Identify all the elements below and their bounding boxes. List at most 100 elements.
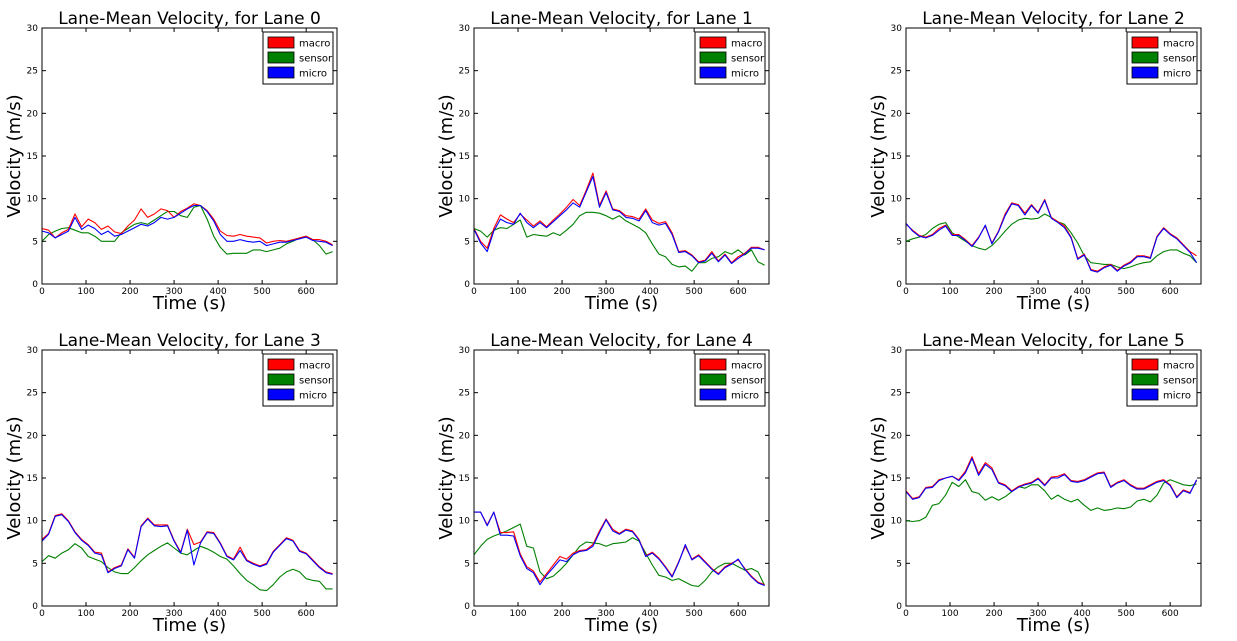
y-tick-label: 25 (27, 389, 38, 399)
x-tick-label: 100 (509, 287, 526, 297)
legend-swatch-sensor (1131, 373, 1159, 386)
x-tick-label: 500 (686, 287, 703, 297)
x-tick-label: 100 (509, 609, 526, 619)
legend-swatch-macro (699, 36, 727, 49)
y-axis-label: Velocity (m/s) (4, 416, 25, 539)
plot-frame (905, 27, 1202, 285)
legend-swatch-sensor (699, 373, 727, 386)
legend-swatch-micro (699, 66, 727, 79)
plot-frame (473, 27, 770, 285)
legend-swatch-sensor (267, 373, 295, 386)
x-axis-label: Time (s) (584, 293, 658, 314)
legend-swatch-micro (699, 388, 727, 401)
y-tick-label: 30 (459, 346, 471, 356)
x-tick-label: 400 (210, 609, 227, 619)
y-axis-label: Velocity (m/s) (436, 94, 457, 217)
y-tick-label: 15 (27, 474, 38, 484)
x-tick-label: 300 (1029, 609, 1046, 619)
x-tick-label: 400 (642, 609, 659, 619)
x-tick-label: 400 (1074, 287, 1091, 297)
y-tick-label: 5 (464, 237, 470, 247)
x-tick-label: 300 (1029, 287, 1046, 297)
x-tick-label: 300 (165, 287, 182, 297)
subplot-1: Lane-Mean Velocity, for Lane 1 Velocity (… (436, 9, 770, 314)
x-tick-label: 600 (1162, 287, 1179, 297)
x-tick-label: 600 (298, 287, 315, 297)
x-tick-label: 500 (1118, 287, 1135, 297)
x-tick-label: 100 (77, 287, 94, 297)
legend-label-micro: micro (1163, 391, 1191, 402)
series-line-micro (474, 511, 765, 587)
series-line-sensor (474, 211, 765, 272)
y-tick-label: 30 (891, 24, 903, 34)
legend-swatch-sensor (267, 51, 295, 64)
x-tick-label: 600 (298, 609, 315, 619)
subplot-4: Lane-Mean Velocity, for Lane 4 Velocity (… (436, 331, 770, 636)
subplot-5: Lane-Mean Velocity, for Lane 5 Velocity (… (868, 331, 1202, 636)
x-tick-label: 0 (903, 609, 909, 619)
y-tick-label: 25 (459, 67, 470, 77)
x-tick-label: 600 (730, 287, 747, 297)
y-tick-label: 10 (27, 517, 39, 527)
y-tick-label: 15 (459, 474, 470, 484)
y-tick-label: 20 (891, 109, 903, 119)
x-axis-label: Time (s) (1016, 615, 1090, 636)
series-line-sensor (42, 204, 333, 255)
plot-frame (473, 349, 770, 607)
legend-swatch-macro (1131, 36, 1159, 49)
legend-label-macro: macro (1163, 361, 1194, 372)
x-tick-label: 300 (165, 609, 182, 619)
x-tick-label: 0 (39, 287, 45, 297)
x-tick-label: 200 (985, 609, 1002, 619)
legend-swatch-macro (267, 358, 295, 371)
x-tick-label: 600 (1162, 609, 1179, 619)
subplot-2: Lane-Mean Velocity, for Lane 2 Velocity (… (868, 9, 1202, 314)
legend-label-sensor: sensor (299, 54, 333, 65)
y-tick-label: 15 (891, 152, 902, 162)
y-tick-label: 15 (27, 152, 38, 162)
series-line-micro (42, 514, 333, 575)
x-tick-label: 0 (903, 287, 909, 297)
y-tick-label: 20 (891, 431, 903, 441)
x-tick-label: 0 (471, 287, 477, 297)
y-tick-label: 10 (891, 195, 903, 205)
x-tick-label: 100 (941, 287, 958, 297)
x-tick-label: 200 (121, 609, 138, 619)
legend-swatch-macro (699, 358, 727, 371)
series-line-micro (906, 457, 1198, 500)
y-tick-label: 5 (896, 237, 902, 247)
x-tick-label: 600 (730, 609, 747, 619)
series-line-sensor (906, 479, 1197, 523)
series-line-macro (906, 198, 1197, 272)
x-tick-label: 500 (1118, 609, 1135, 619)
y-axis-label: Velocity (m/s) (868, 94, 889, 217)
chart-title: Lane-Mean Velocity, for Lane 4 (490, 331, 753, 351)
y-tick-label: 0 (32, 280, 38, 290)
x-tick-label: 300 (597, 609, 614, 619)
y-tick-label: 10 (459, 517, 471, 527)
y-tick-label: 20 (27, 431, 39, 441)
legend: macro sensor micro (1126, 353, 1198, 407)
legend: macro sensor micro (694, 31, 766, 85)
series-line-micro (42, 204, 333, 247)
y-tick-label: 10 (891, 517, 903, 527)
legend-swatch-micro (1131, 66, 1159, 79)
chart-title: Lane-Mean Velocity, for Lane 0 (58, 9, 321, 29)
y-tick-label: 5 (464, 559, 470, 569)
y-tick-label: 20 (27, 109, 39, 119)
legend-label-micro: micro (299, 391, 327, 402)
x-tick-label: 400 (642, 287, 659, 297)
y-tick-label: 30 (27, 346, 39, 356)
legend-swatch-sensor (1131, 51, 1159, 64)
y-tick-label: 0 (32, 602, 38, 612)
legend-label-sensor: sensor (1163, 376, 1197, 387)
x-tick-label: 200 (985, 287, 1002, 297)
x-tick-label: 0 (471, 609, 477, 619)
y-tick-label: 25 (459, 389, 470, 399)
chart-title: Lane-Mean Velocity, for Lane 2 (922, 9, 1185, 29)
series-line-sensor (906, 213, 1197, 270)
x-axis-label: Time (s) (152, 615, 226, 636)
x-tick-label: 500 (254, 287, 271, 297)
legend-label-micro: micro (731, 69, 759, 80)
